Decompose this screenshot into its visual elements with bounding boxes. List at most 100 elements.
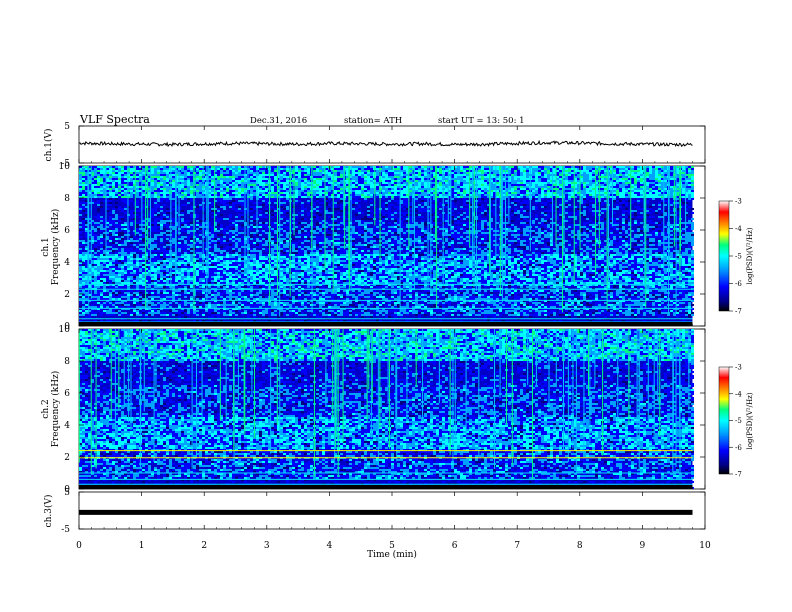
spectrogram-cell [619, 176, 622, 178]
spectrogram-cell [250, 168, 253, 170]
spectrogram-cell [244, 168, 247, 170]
spectrogram-cell [337, 180, 340, 182]
spectrogram-cell [220, 172, 223, 174]
spectrogram-cell [250, 174, 253, 176]
spectrogram-cell [388, 170, 391, 172]
spectrogram-cell [313, 180, 316, 182]
spectrogram-cell [100, 170, 103, 172]
spectrogram-cell [97, 180, 100, 182]
spectrogram-cell [316, 168, 319, 170]
spectrogram-cell [655, 174, 658, 176]
spectrogram-cell [358, 176, 361, 178]
spectrogram-cell [235, 168, 238, 170]
spectrogram-cell [241, 168, 244, 170]
spectrogram-cell [568, 178, 571, 180]
spectrogram-cell [520, 166, 523, 168]
spectrogram-cell [151, 170, 154, 172]
spectrogram-cell [463, 168, 466, 170]
spectrogram-cell [163, 170, 166, 172]
spectrogram-cell [388, 168, 391, 170]
spectrogram-cell [640, 176, 643, 178]
spectrogram-cell [250, 176, 253, 178]
spectrogram-cell [142, 166, 145, 168]
spectrogram-cell [592, 172, 595, 174]
spectrogram-cell [115, 178, 118, 180]
spectrogram-cell [517, 178, 520, 180]
spectrogram-cell [631, 172, 634, 174]
spectrogram-cell [112, 170, 115, 172]
spectrogram-cell [466, 168, 469, 170]
spectrogram-cell [154, 172, 157, 174]
spectrogram-cell [604, 166, 607, 168]
spectrogram-cell [376, 170, 379, 172]
spectrogram-cell [136, 176, 139, 178]
spectrogram-cell [340, 168, 343, 170]
spectrogram-cell [682, 170, 685, 172]
spectrogram-cell [604, 170, 607, 172]
spectrogram-cell [136, 174, 139, 176]
spectrogram-cell [544, 168, 547, 170]
spectrogram-cell [424, 174, 427, 176]
spectrogram-cell [625, 170, 628, 172]
spectrogram-cell [649, 166, 652, 168]
spectrogram-cell [568, 172, 571, 174]
spectrogram-cell [439, 178, 442, 180]
spectrogram-cell [613, 168, 616, 170]
spectrogram-cell [97, 170, 100, 172]
spectrogram-cell [100, 168, 103, 170]
spectrogram-cell [592, 176, 595, 178]
spectrogram-cell [511, 174, 514, 176]
spectrogram-cell [670, 178, 673, 180]
spectrogram-cell [118, 174, 121, 176]
spectrogram-cell [121, 174, 124, 176]
spectrogram-cell [376, 166, 379, 168]
header-station: station= ATH [344, 116, 402, 126]
spectrogram-cell [265, 180, 268, 182]
spectrogram-cell [655, 178, 658, 180]
spectrogram-cell [496, 170, 499, 172]
spectrogram-cell [136, 168, 139, 170]
spectrogram-cell [280, 174, 283, 176]
spectrogram-cell [535, 174, 538, 176]
spectrogram-cell [649, 174, 652, 176]
spectrogram-cell [583, 172, 586, 174]
spectrogram-cell [532, 170, 535, 172]
spectrogram-cell [640, 170, 643, 172]
spectrogram-cell [361, 170, 364, 172]
spectrogram-cell [244, 176, 247, 178]
spectrogram-cell [316, 178, 319, 180]
spectrogram-cell [403, 172, 406, 174]
spectrogram-cell [295, 176, 298, 178]
spectrogram-cell [190, 180, 193, 182]
spectrogram-cell [385, 174, 388, 176]
spectrogram-cell [280, 172, 283, 174]
spectrogram-cell [157, 168, 160, 170]
spectrogram-cell [226, 174, 229, 176]
spectrogram-cell [535, 168, 538, 170]
spectrogram-cell [190, 168, 193, 170]
spectrogram-cell [238, 178, 241, 180]
spectrogram-cell [511, 172, 514, 174]
spectrogram-cell [160, 178, 163, 180]
spectrogram-cell [613, 170, 616, 172]
spectrogram-cell [589, 176, 592, 178]
spectrogram-cell [328, 170, 331, 172]
spectrogram-cell [181, 172, 184, 174]
spectrogram-cell [664, 170, 667, 172]
spectrogram-cell [385, 178, 388, 180]
spectrogram-cell [625, 176, 628, 178]
spectrogram-cell [460, 170, 463, 172]
spectrogram-cell [274, 180, 277, 182]
spectrogram-cell [121, 170, 124, 172]
spectrogram-cell [514, 176, 517, 178]
spectrogram-cell [187, 178, 190, 180]
spectrogram-cell [190, 172, 193, 174]
spectrogram-cell [511, 176, 514, 178]
spectrogram-cell [259, 166, 262, 168]
spectrogram-cell [313, 170, 316, 172]
spectrogram-cell [274, 176, 277, 178]
spectrogram-cell [190, 166, 193, 168]
spectrogram-cell [463, 166, 466, 168]
spectrogram-cell [124, 172, 127, 174]
spectrogram-cell [94, 172, 97, 174]
